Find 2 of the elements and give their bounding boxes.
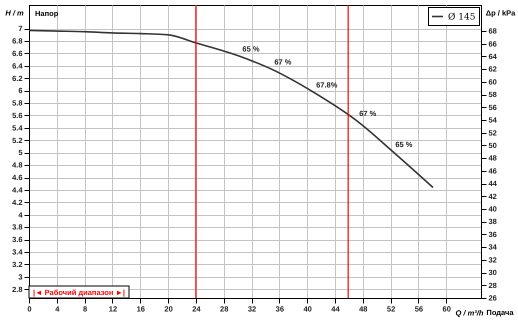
legend-label: Ø 145 (448, 12, 476, 22)
line-series (28, 30, 434, 188)
